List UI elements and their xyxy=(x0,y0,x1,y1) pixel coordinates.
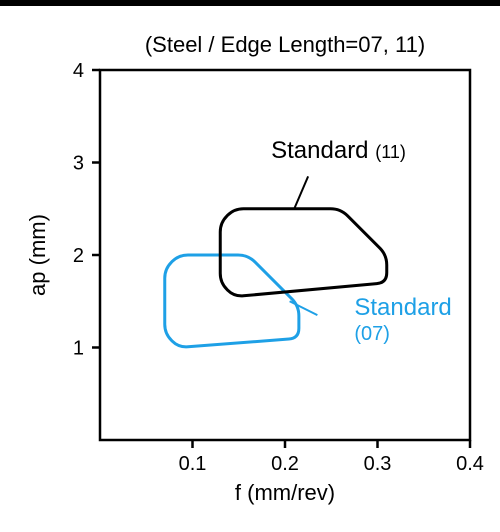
chart-svg: (Steel / Edge Length=07, 11) 0.1 0.2 0.3 0.4… xyxy=(0,0,500,532)
top-border xyxy=(0,0,500,6)
svg-text:4: 4 xyxy=(73,60,84,82)
chart-container: (Steel / Edge Length=07, 11) 0.1 0.2 0.3 0.4… xyxy=(0,0,500,532)
svg-text:3: 3 xyxy=(73,153,84,175)
svg-text:Standard: Standard xyxy=(354,294,451,321)
svg-text:(07): (07) xyxy=(354,323,390,345)
svg-text:f (mm/rev): f (mm/rev) xyxy=(235,480,335,505)
svg-text:0.3: 0.3 xyxy=(364,453,392,475)
svg-text:0.2: 0.2 xyxy=(271,453,299,475)
svg-text:(Steel / Edge Length=07, 11): (Steel / Edge Length=07, 11) xyxy=(145,32,425,57)
svg-text:0.1: 0.1 xyxy=(179,453,207,475)
svg-text:1: 1 xyxy=(73,338,84,360)
svg-text:Standard (11): Standard (11) xyxy=(271,137,406,164)
svg-text:0.4: 0.4 xyxy=(456,453,484,475)
svg-text:ap (mm): ap (mm) xyxy=(25,214,50,296)
svg-text:2: 2 xyxy=(73,245,84,267)
